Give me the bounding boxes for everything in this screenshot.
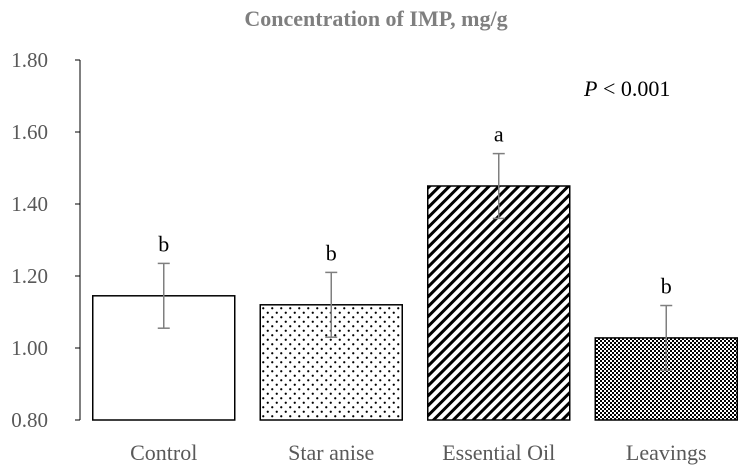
x-tick-label: Essential Oil (442, 440, 555, 465)
y-tick-label: 1.00 (11, 336, 48, 360)
error-bars (157, 152, 673, 372)
significance-letter: b (326, 240, 337, 265)
y-tick-label: 1.40 (11, 192, 48, 216)
error-bar (492, 152, 505, 220)
significance-letter: b (661, 274, 672, 299)
x-tick-label: Star anise (288, 440, 374, 465)
x-tick-label: Leavings (626, 440, 707, 465)
bar-essential-oil (427, 185, 571, 421)
bars (92, 185, 738, 421)
p-value-symbol: P (583, 76, 597, 101)
error-bar (660, 304, 673, 372)
significance-letters: b b a b (158, 122, 672, 299)
error-bar (157, 262, 170, 329)
y-tick-label: 0.80 (11, 408, 48, 432)
p-value-annotation: P < 0.001 (583, 76, 670, 101)
chart-title: Concentration of IMP, mg/g (244, 6, 507, 31)
p-value-text: < 0.001 (597, 76, 670, 101)
y-axis: 0.80 1.00 1.20 1.40 1.60 1.80 (11, 48, 81, 432)
significance-letter: b (158, 231, 169, 256)
y-tick-label: 1.20 (11, 264, 48, 288)
x-tick-labels: Control Star anise Essential Oil Leavings (130, 440, 706, 465)
y-tick-label: 1.60 (11, 120, 48, 144)
x-tick-label: Control (130, 440, 197, 465)
significance-letter: a (494, 122, 504, 147)
error-bar (325, 271, 338, 338)
y-tick-label: 1.80 (11, 48, 48, 72)
